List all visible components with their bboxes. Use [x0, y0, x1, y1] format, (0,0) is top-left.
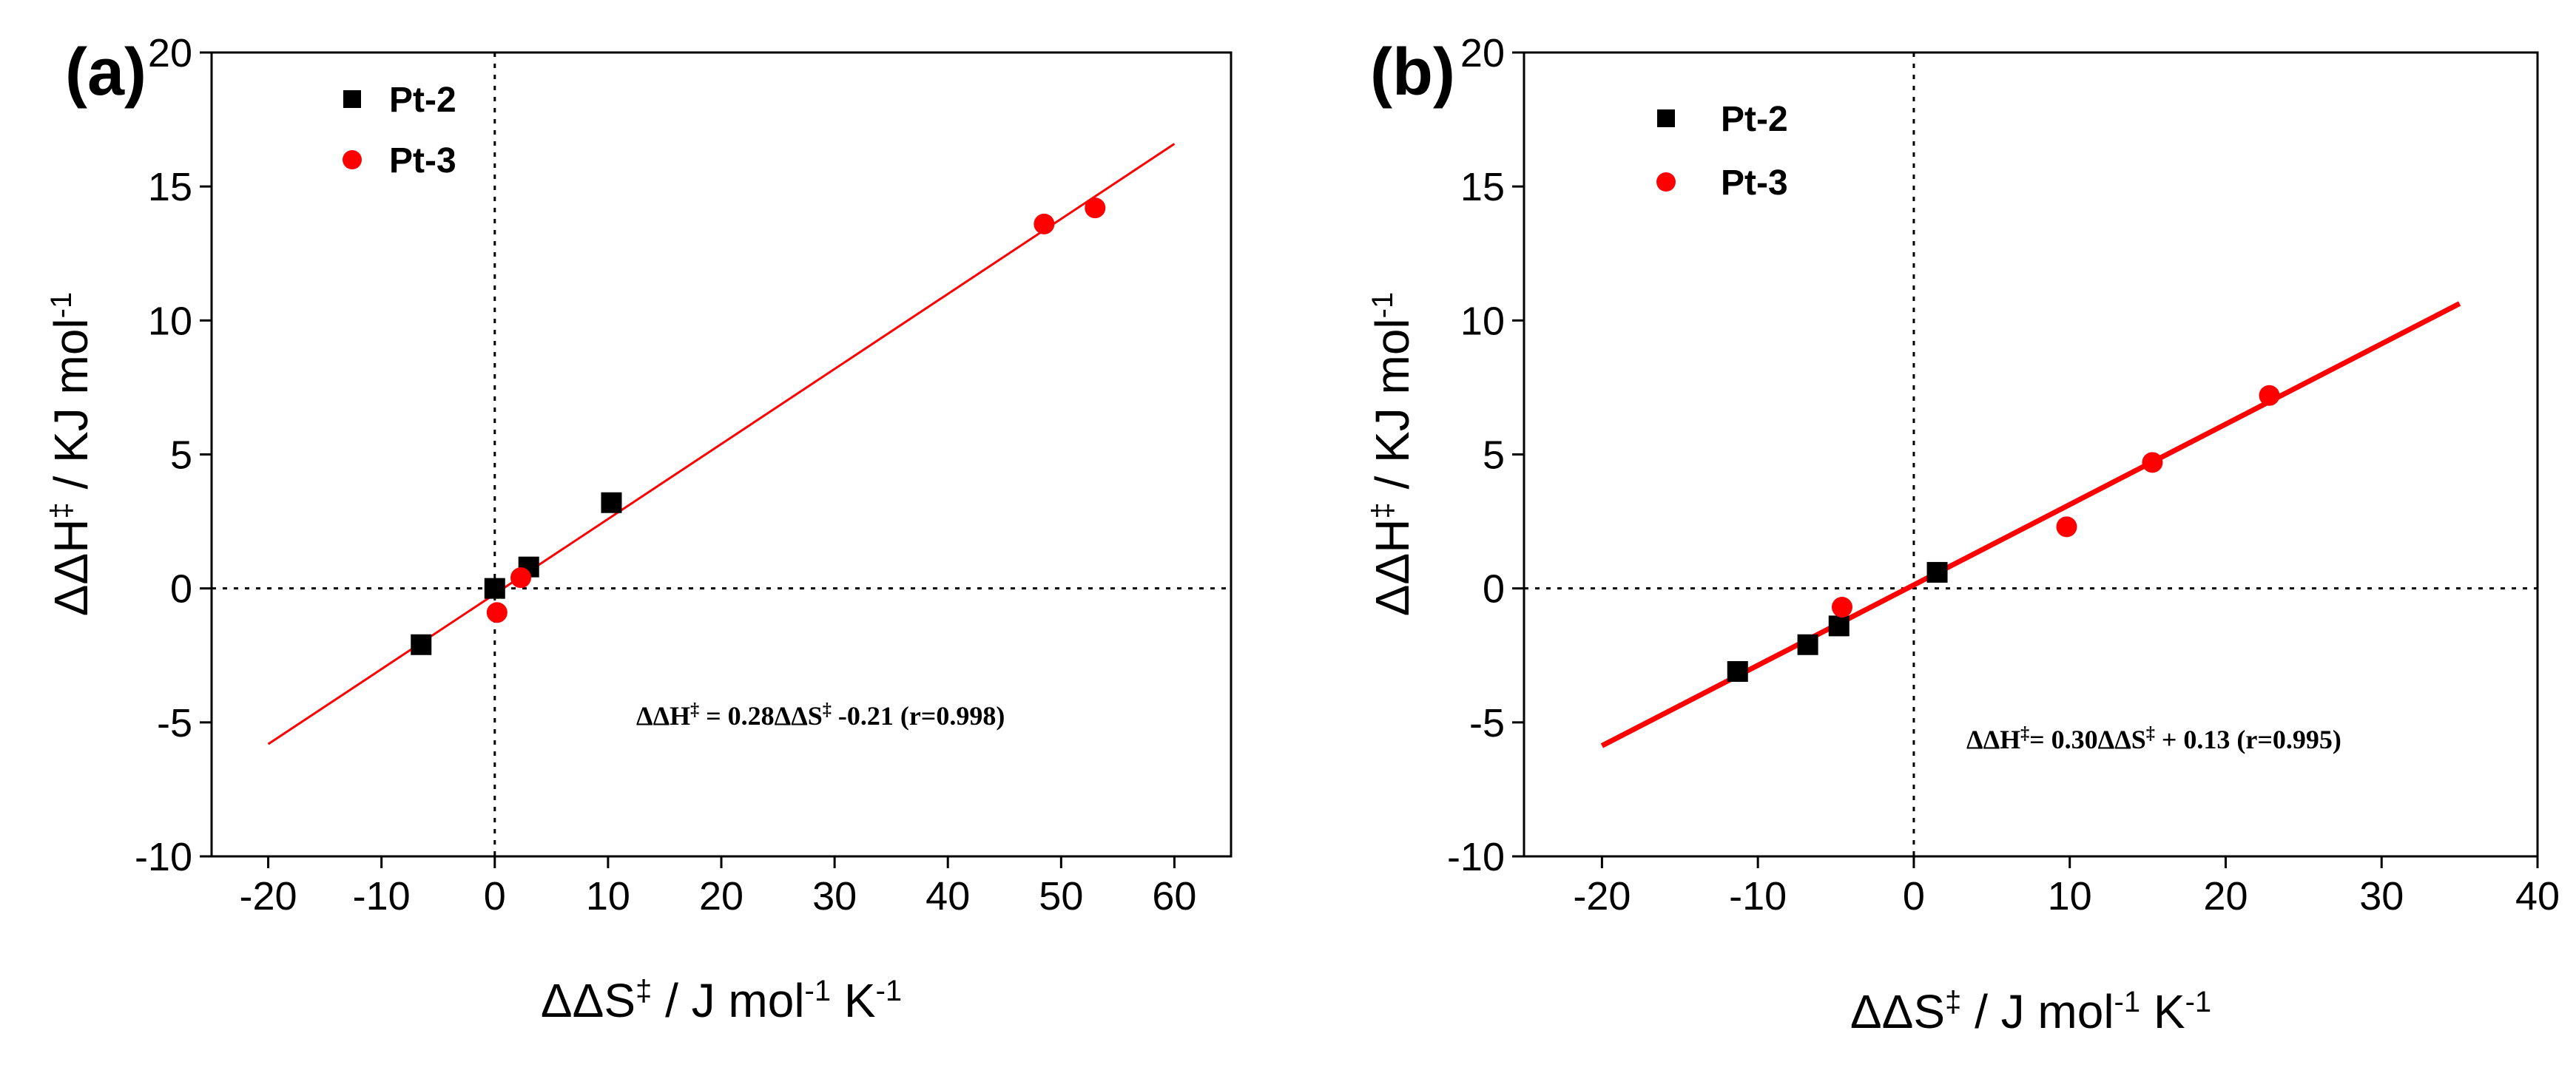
data-point-pt-2 — [1797, 634, 1818, 655]
text-part: K — [831, 974, 875, 1027]
x-tick-label: 60 — [1152, 874, 1196, 918]
text-part: -1 — [1366, 292, 1399, 319]
data-point-pt-3 — [2056, 516, 2077, 538]
text-part: ‡ — [690, 700, 699, 720]
x-tick-label: -10 — [1729, 874, 1787, 918]
y-tick-label: 15 — [1460, 165, 1505, 209]
text-part: ‡ — [2146, 724, 2155, 743]
y-axis-label: ΔΔH‡ / KJ mol-1 — [1366, 292, 1419, 616]
text-part: / KJ mol — [1366, 318, 1419, 502]
data-point-pt-3 — [1085, 197, 1106, 219]
panel-label: (b) — [1370, 35, 1455, 109]
y-tick-label: 10 — [1460, 299, 1505, 343]
legend-label: Pt-2 — [389, 81, 456, 120]
text-part: -1 — [2114, 986, 2141, 1018]
fit-equation: ΔΔH‡= 0.30ΔΔS‡ + 0.13 (r=0.995) — [1966, 724, 2341, 754]
chart-panel-a: -20 -10 0 10 20 30 40 50 60 -10 -5 0 5 10 15 20 Pt-2 Pt-3… — [44, 31, 1233, 1027]
x-tick-label: -20 — [240, 874, 297, 918]
text-part: ‡ — [823, 700, 832, 720]
data-point-pt-2 — [484, 578, 505, 599]
x-tick-label: 50 — [1039, 874, 1083, 918]
x-tick-label: 40 — [925, 874, 970, 918]
text-part: ΔΔH — [636, 701, 690, 731]
y-tick-label: 0 — [1483, 567, 1505, 612]
text-part: ΔΔS — [1850, 985, 1945, 1038]
text-part: -1 — [876, 975, 903, 1007]
y-tick-label: 15 — [148, 165, 192, 209]
fit-line — [267, 143, 1176, 745]
fit-equation: ΔΔH‡ = 0.28ΔΔS‡ -0.21 (r=0.998) — [636, 700, 1005, 731]
y-tick-label: -10 — [1447, 835, 1505, 879]
legend-marker-circle — [343, 150, 362, 169]
y-tick-label: 10 — [148, 299, 192, 343]
x-tick-label: 20 — [2203, 874, 2248, 918]
x-tick-label: -10 — [353, 874, 411, 918]
chart-panel-b: -20 -10 0 10 20 30 40 -10 -5 0 5 10 15 20 Pt-2 Pt-3 (b) Δ… — [1366, 31, 2560, 1038]
y-tick-label: 20 — [1460, 31, 1505, 75]
text-part: -1 — [45, 292, 78, 319]
data-point-pt-3 — [486, 602, 508, 623]
x-tick-label: 0 — [484, 874, 506, 918]
x-tick-label: 20 — [699, 874, 744, 918]
y-axis-label: ΔΔH‡ / KJ mol-1 — [44, 292, 98, 616]
x-tick-label: 40 — [2515, 874, 2560, 918]
data-point-pt-3 — [510, 567, 531, 589]
text-part: / J mol — [1961, 985, 2114, 1038]
legend-label: Pt-2 — [1721, 100, 1788, 139]
text-part: ΔΔH — [1966, 725, 2020, 754]
data-point-pt-3 — [1034, 213, 1055, 234]
panel-label: (a) — [65, 35, 146, 109]
text-part: ΔΔH — [1366, 519, 1419, 617]
legend-label: Pt-3 — [389, 141, 456, 180]
x-tick-label: 30 — [812, 874, 857, 918]
text-part: + 0.13 (r=0.995) — [2155, 725, 2341, 754]
x-tick-label: 10 — [586, 874, 630, 918]
data-point-pt-2 — [1828, 615, 1850, 637]
text-part: = 0.28ΔΔS — [699, 701, 823, 731]
data-point-pt-3 — [2259, 385, 2280, 406]
data-point-pt-2 — [1727, 660, 1748, 682]
x-axis-label: ΔΔS‡ / J mol-1 K-1 — [1850, 985, 2211, 1038]
y-tick-label: -5 — [157, 701, 192, 745]
x-tick-label: 0 — [1903, 874, 1925, 918]
legend-label: Pt-3 — [1721, 163, 1788, 203]
legend-marker-circle — [1656, 172, 1676, 192]
text-part: ‡ — [1366, 502, 1399, 518]
legend-marker-square — [1657, 109, 1675, 127]
text-part: -0.21 (r=0.998) — [832, 701, 1005, 731]
x-tick-label: -20 — [1573, 874, 1631, 918]
text-part: K — [2140, 985, 2185, 1038]
data-point-pt-2 — [601, 492, 622, 513]
text-part: = 0.30ΔΔS — [2029, 725, 2146, 754]
plot-frame — [210, 51, 1233, 858]
text-part: ΔΔS — [541, 974, 635, 1027]
data-point-pt-3 — [1831, 597, 1852, 618]
text-part: ΔΔH — [44, 519, 98, 617]
y-tick-label: 20 — [148, 31, 192, 75]
data-point-pt-2 — [411, 634, 432, 655]
y-tick-label: -10 — [135, 835, 192, 879]
y-tick-label: -5 — [1469, 701, 1505, 745]
text-part: / J mol — [652, 974, 804, 1027]
y-tick-label: 5 — [170, 433, 192, 478]
text-part: ‡ — [1945, 986, 1961, 1018]
legend-marker-square — [343, 90, 361, 108]
y-tick-label: 0 — [170, 567, 192, 612]
data-point-pt-3 — [2142, 452, 2163, 473]
y-tick-label: 5 — [1483, 433, 1505, 478]
text-part: -1 — [805, 975, 832, 1007]
x-tick-label: 10 — [2048, 874, 2092, 918]
x-axis-label: ΔΔS‡ / J mol-1 K-1 — [541, 974, 902, 1027]
text-part: ‡ — [635, 975, 652, 1007]
text-part: / KJ mol — [44, 318, 98, 502]
x-tick-label: 30 — [2359, 874, 2404, 918]
text-part: -1 — [2185, 986, 2212, 1018]
text-part: ‡ — [2020, 724, 2029, 743]
data-point-pt-2 — [1926, 561, 1948, 583]
text-part: ‡ — [45, 502, 78, 518]
